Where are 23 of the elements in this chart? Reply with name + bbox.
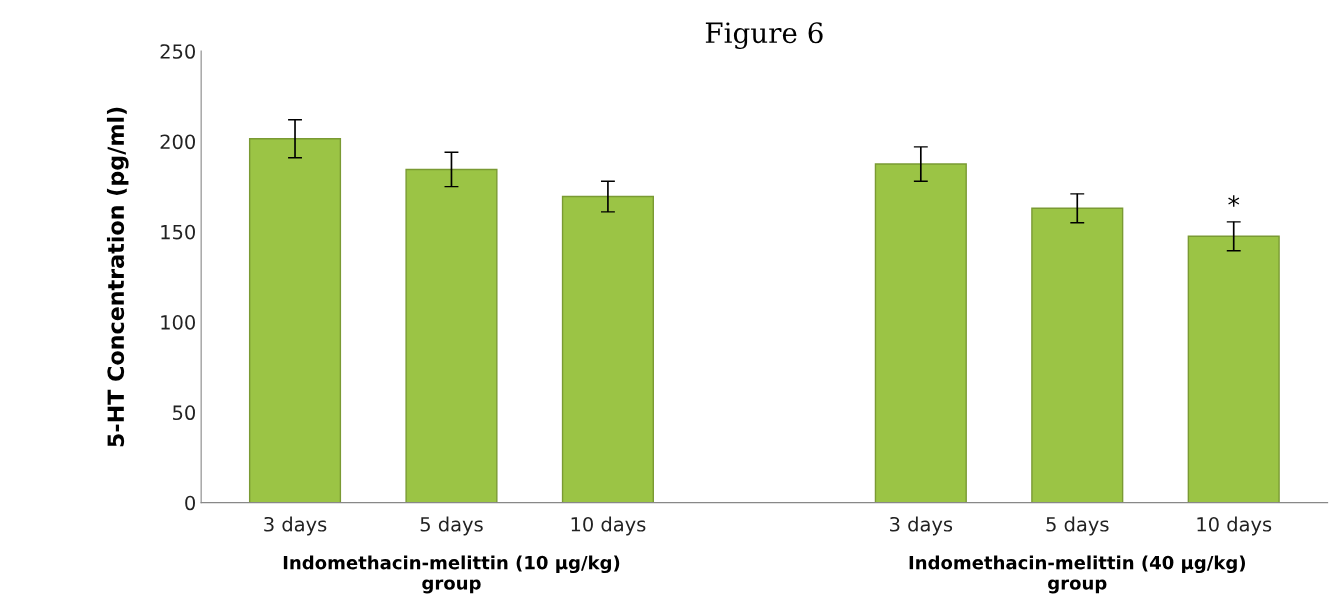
y-tick-label: 250 (160, 44, 195, 59)
x-tick-label: 10 days (1197, 516, 1272, 536)
text: Indomethacin-melittin (10 µg/kg) group (283, 555, 620, 594)
y-tick-label: 200 (160, 134, 195, 150)
y-tick-label: 50 (173, 405, 195, 421)
chart-title: Figure 6 (705, 22, 823, 50)
y-tick-label: 100 (161, 315, 195, 330)
x-tick-label: 3 days (890, 516, 953, 536)
x-tick-label: 3 days (264, 516, 327, 536)
bar (561, 195, 654, 503)
bar (405, 168, 498, 503)
y-tick-label: 0 (185, 495, 195, 511)
text: Indomethacin-melittin (40 µg/kg) group (909, 555, 1245, 594)
bar (248, 138, 342, 503)
bar (1031, 207, 1124, 503)
y-tick-label: 150 (161, 224, 195, 240)
x-tick-label: 5 days (420, 516, 483, 536)
x-tick-label: 10 days (571, 516, 646, 536)
annotation: * (1228, 195, 1240, 207)
bar (874, 163, 967, 503)
x-tick-label: 5 days (1046, 516, 1109, 536)
bar (1187, 235, 1280, 503)
y-axis-title: 5-HT Concentration (pg/ml) (106, 107, 129, 447)
